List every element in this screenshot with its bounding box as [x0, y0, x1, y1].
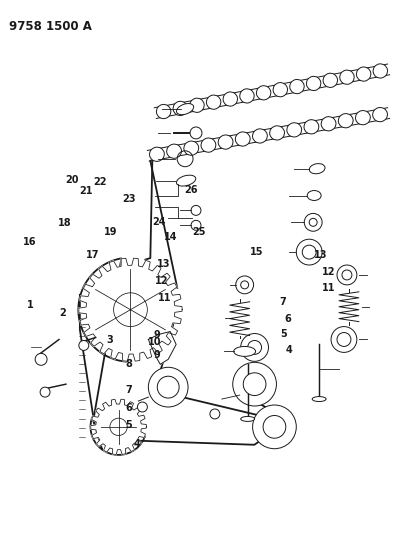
Text: 5: 5	[126, 421, 132, 430]
Ellipse shape	[218, 135, 233, 149]
Circle shape	[40, 387, 50, 397]
Text: 11: 11	[158, 293, 171, 303]
Ellipse shape	[373, 64, 388, 78]
Text: 13: 13	[157, 260, 171, 269]
Text: 7: 7	[126, 385, 132, 395]
Circle shape	[263, 416, 286, 438]
Text: 14: 14	[164, 232, 177, 243]
Ellipse shape	[323, 73, 338, 87]
Text: 26: 26	[184, 185, 198, 195]
Polygon shape	[149, 332, 176, 365]
Ellipse shape	[241, 416, 255, 422]
Text: 18: 18	[58, 218, 72, 228]
Ellipse shape	[312, 397, 326, 401]
Ellipse shape	[201, 138, 216, 152]
Circle shape	[241, 334, 268, 361]
Text: 9758 1500 A: 9758 1500 A	[9, 20, 92, 33]
Ellipse shape	[177, 175, 196, 186]
Text: 15: 15	[250, 247, 263, 257]
Text: 12: 12	[155, 276, 169, 286]
Ellipse shape	[273, 83, 288, 97]
Text: 9: 9	[154, 330, 161, 340]
Text: 24: 24	[152, 216, 166, 227]
Ellipse shape	[184, 141, 199, 155]
Ellipse shape	[321, 117, 336, 131]
Text: 21: 21	[79, 187, 92, 196]
Text: 20: 20	[65, 175, 79, 185]
Ellipse shape	[256, 86, 271, 100]
Circle shape	[113, 293, 147, 327]
Circle shape	[296, 239, 322, 265]
Polygon shape	[79, 258, 182, 361]
Text: 9: 9	[154, 350, 161, 360]
Ellipse shape	[340, 70, 354, 84]
Ellipse shape	[287, 123, 302, 137]
Text: 2: 2	[59, 308, 66, 318]
Circle shape	[236, 276, 254, 294]
Ellipse shape	[307, 190, 321, 200]
Text: 12: 12	[322, 267, 336, 277]
Ellipse shape	[177, 103, 194, 115]
Circle shape	[248, 341, 262, 354]
Polygon shape	[91, 399, 146, 455]
Text: 17: 17	[86, 250, 100, 260]
Circle shape	[79, 341, 89, 350]
Circle shape	[190, 127, 202, 139]
Text: 25: 25	[192, 227, 205, 237]
Text: 6: 6	[284, 314, 291, 325]
Circle shape	[138, 402, 147, 412]
Text: 7: 7	[279, 297, 286, 308]
Text: 8: 8	[126, 359, 132, 369]
Text: 5: 5	[280, 329, 287, 339]
Ellipse shape	[338, 114, 353, 128]
Circle shape	[331, 327, 357, 352]
Circle shape	[110, 418, 127, 435]
Text: 19: 19	[104, 227, 117, 237]
Ellipse shape	[150, 147, 164, 161]
Ellipse shape	[355, 110, 370, 125]
Ellipse shape	[235, 132, 250, 146]
Ellipse shape	[223, 92, 238, 106]
Circle shape	[253, 405, 296, 449]
Text: 4: 4	[286, 345, 293, 355]
Ellipse shape	[290, 79, 304, 94]
Circle shape	[243, 373, 266, 395]
Circle shape	[337, 265, 357, 285]
Ellipse shape	[309, 164, 325, 174]
Ellipse shape	[167, 144, 182, 158]
Ellipse shape	[190, 98, 204, 112]
Text: 10: 10	[148, 337, 161, 347]
Ellipse shape	[269, 126, 284, 140]
Text: 3: 3	[106, 335, 113, 344]
Text: 13: 13	[314, 250, 328, 260]
Circle shape	[149, 367, 188, 407]
Text: 6: 6	[126, 403, 132, 413]
Text: 16: 16	[23, 237, 37, 247]
Ellipse shape	[373, 108, 387, 122]
Ellipse shape	[357, 67, 371, 81]
Text: 11: 11	[322, 282, 336, 293]
Text: 4: 4	[134, 439, 140, 449]
Circle shape	[233, 362, 277, 406]
Ellipse shape	[307, 76, 321, 91]
Circle shape	[210, 409, 220, 419]
Ellipse shape	[240, 89, 254, 103]
Text: 23: 23	[122, 195, 136, 204]
Ellipse shape	[206, 95, 221, 109]
Ellipse shape	[173, 101, 188, 116]
Circle shape	[157, 376, 179, 398]
Circle shape	[35, 353, 47, 365]
Ellipse shape	[234, 346, 256, 357]
Ellipse shape	[304, 120, 319, 134]
Text: 22: 22	[93, 177, 107, 187]
Text: 1: 1	[27, 300, 33, 310]
Ellipse shape	[253, 129, 267, 143]
Ellipse shape	[156, 104, 171, 119]
